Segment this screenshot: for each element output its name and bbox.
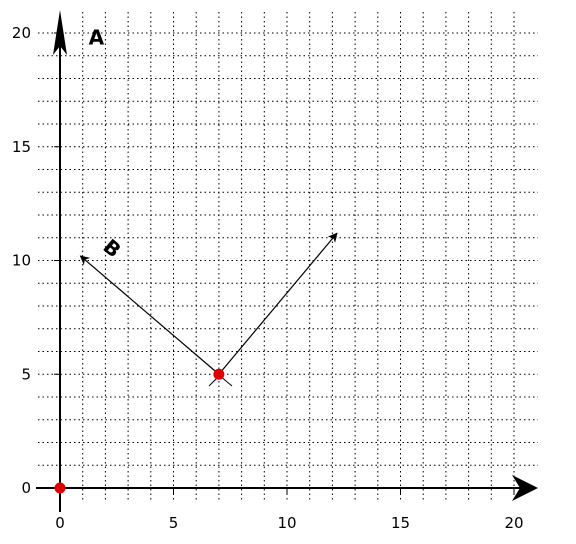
x-tick-label: 20	[504, 514, 523, 532]
vector-up-right	[219, 233, 337, 374]
y-tick-label: 0	[21, 479, 31, 497]
y-tick-label: 10	[12, 252, 31, 270]
y-tick-label: 15	[12, 138, 31, 156]
label-b: B	[99, 234, 126, 262]
x-tick-label: 5	[169, 514, 179, 532]
vectors	[80, 233, 337, 388]
tick-labels: 0 0 5 5 10 10 15 15 20 20	[12, 24, 524, 532]
label-a: A	[89, 25, 105, 49]
origin-point	[55, 483, 66, 494]
x-tick-label: 10	[277, 514, 296, 532]
center-point	[213, 369, 224, 380]
y-tick-label: 20	[12, 24, 31, 42]
points	[55, 369, 225, 494]
point-labels: AB	[89, 25, 126, 262]
y-tick-label: 5	[21, 365, 31, 383]
x-tick-label: 15	[391, 514, 410, 532]
x-tick-label: 0	[55, 514, 65, 532]
vector-up-left	[80, 256, 218, 374]
